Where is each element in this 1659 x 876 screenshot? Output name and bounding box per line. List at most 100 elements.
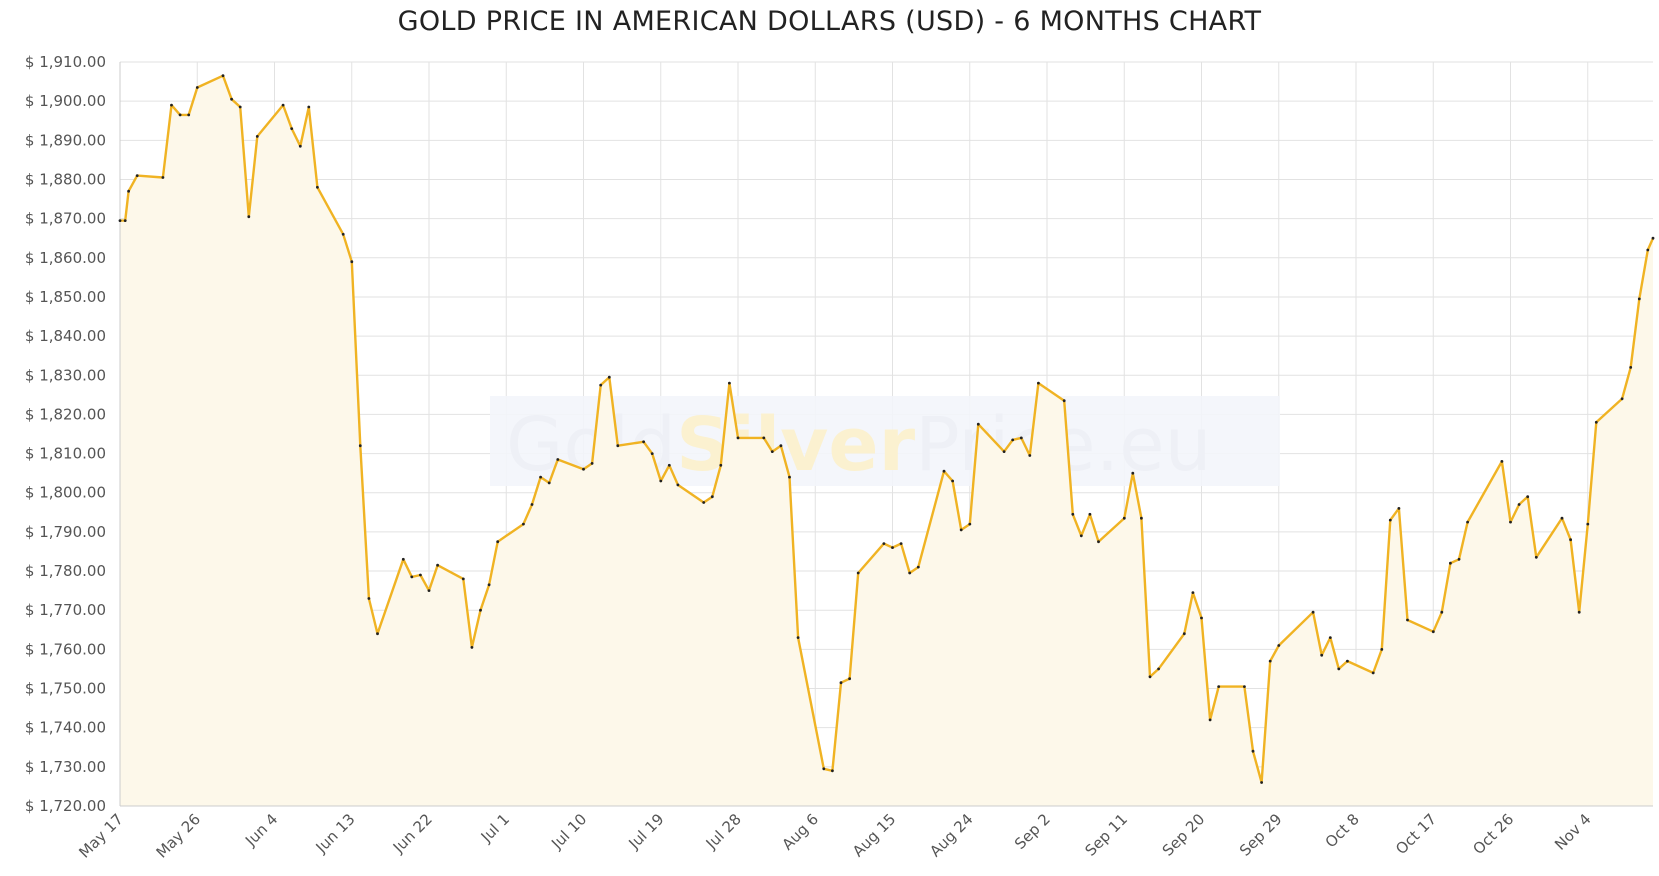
data-point	[367, 597, 371, 600]
data-point	[762, 436, 766, 440]
x-tick-label: Oct 8	[1322, 810, 1363, 851]
data-point	[187, 113, 191, 117]
y-tick-label: $ 1,750.00	[25, 680, 106, 698]
data-point	[135, 174, 139, 178]
data-point	[1071, 512, 1075, 516]
data-point	[487, 583, 491, 587]
x-tick-label: Jul 19	[624, 810, 667, 853]
data-point	[1397, 507, 1401, 510]
data-point	[470, 646, 474, 649]
data-point	[410, 575, 414, 579]
x-tick-label: Jul 1	[477, 810, 513, 846]
data-point	[316, 185, 319, 189]
data-point	[1088, 512, 1092, 516]
data-point	[1097, 540, 1100, 544]
data-point	[123, 219, 127, 223]
data-point	[1328, 636, 1332, 639]
data-point	[350, 260, 354, 264]
data-point	[539, 475, 542, 479]
data-point	[281, 103, 285, 107]
data-point	[599, 383, 603, 387]
data-point	[659, 479, 663, 483]
data-point	[899, 542, 903, 545]
x-tick-label: May 17	[75, 810, 127, 862]
data-point	[1651, 236, 1655, 240]
data-point	[178, 113, 182, 117]
data-point	[976, 422, 980, 426]
data-point	[590, 462, 594, 465]
y-tick-label: $ 1,770.00	[25, 601, 106, 619]
watermark-part: Silver	[676, 402, 915, 488]
x-tick-label: Nov 4	[1551, 810, 1595, 854]
data-point	[195, 86, 199, 89]
data-point	[839, 681, 843, 685]
data-point	[856, 571, 860, 575]
data-point	[1251, 749, 1255, 753]
data-point	[1509, 520, 1512, 524]
x-tick-label: May 26	[153, 810, 205, 862]
y-tick-label: $ 1,890.00	[25, 131, 106, 149]
data-point	[530, 503, 534, 506]
data-point	[547, 481, 551, 485]
data-point	[1534, 555, 1538, 559]
data-point	[1440, 610, 1444, 614]
data-point	[127, 189, 130, 193]
data-point	[1449, 561, 1452, 565]
data-point	[607, 375, 611, 379]
data-point	[479, 608, 482, 612]
data-point	[1646, 248, 1650, 252]
x-tick-label: Jun 13	[312, 810, 359, 857]
data-point	[1569, 538, 1572, 542]
data-point	[1586, 522, 1590, 526]
data-point	[848, 677, 851, 681]
x-tick-label: Aug 24	[926, 810, 976, 860]
data-point	[891, 546, 894, 549]
data-point	[916, 565, 920, 569]
x-tick-label: Sep 11	[1081, 810, 1131, 860]
x-tick-label: Jun 4	[241, 810, 281, 850]
y-tick-label: $ 1,850.00	[25, 288, 106, 306]
data-point	[1526, 495, 1530, 499]
data-point	[1268, 659, 1272, 663]
data-point	[1337, 667, 1341, 671]
data-point	[831, 769, 834, 773]
data-point	[1011, 438, 1015, 442]
data-point	[161, 176, 165, 179]
data-point	[419, 573, 422, 577]
data-point	[1028, 454, 1032, 457]
data-point	[1200, 616, 1203, 620]
data-point	[461, 577, 465, 581]
data-point	[676, 483, 680, 487]
y-tick-label: $ 1,830.00	[25, 366, 106, 384]
data-point	[436, 563, 439, 567]
data-point	[496, 540, 500, 544]
data-point	[1560, 516, 1564, 520]
data-point	[522, 522, 525, 526]
data-point	[968, 522, 972, 526]
chart-title: GOLD PRICE IN AMERICAN DOLLARS (USD) - 6…	[397, 6, 1262, 37]
data-point	[1311, 610, 1315, 614]
data-point	[822, 767, 826, 771]
data-point	[238, 105, 242, 109]
y-tick-label: $ 1,810.00	[25, 445, 106, 463]
data-point	[796, 636, 800, 639]
y-tick-label: $ 1,870.00	[25, 210, 106, 228]
data-point	[788, 475, 791, 479]
data-point	[1217, 685, 1221, 688]
data-point	[1019, 436, 1023, 440]
data-point	[616, 444, 620, 448]
data-point	[719, 463, 723, 467]
data-point	[667, 463, 671, 467]
x-tick-label: Jul 28	[702, 810, 745, 853]
data-point	[1157, 667, 1160, 671]
y-tick-label: $ 1,820.00	[25, 405, 106, 423]
y-tick-label: $ 1,910.00	[25, 53, 106, 71]
data-point	[951, 479, 954, 483]
y-tick-label: $ 1,900.00	[25, 92, 106, 110]
data-point	[1122, 516, 1126, 520]
y-tick-label: $ 1,760.00	[25, 640, 106, 658]
x-tick-label: Sep 2	[1011, 810, 1054, 853]
data-point	[1371, 671, 1375, 675]
axes	[119, 62, 1653, 807]
data-point	[247, 215, 251, 219]
